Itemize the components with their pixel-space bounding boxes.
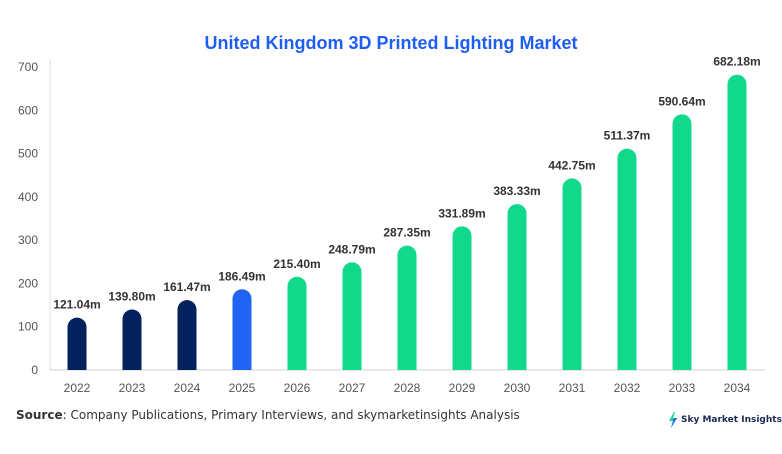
bar-2026 [287, 276, 307, 370]
bar-2033 [672, 114, 692, 371]
data-label-2033: 590.64m [658, 94, 705, 108]
bar-2024 [177, 300, 197, 370]
y-tick-label: 400 [18, 190, 38, 204]
x-tick-label: 2023 [119, 381, 146, 395]
bar-2028 [397, 245, 417, 370]
data-label-2025: 186.49m [218, 269, 265, 283]
x-tick-label: 2027 [339, 381, 366, 395]
data-label-2028: 287.35m [383, 226, 430, 240]
y-tick-label: 300 [18, 233, 38, 247]
bar-2031 [562, 178, 582, 370]
y-tick-label: 100 [18, 320, 38, 334]
logo-text: Sky Market Insights [681, 415, 782, 425]
x-tick-label: 2033 [669, 381, 696, 395]
data-label-2027: 248.79m [328, 242, 375, 256]
x-tick-label: 2025 [229, 381, 256, 395]
bar-2023 [122, 309, 142, 370]
x-tick-label: 2028 [394, 381, 421, 395]
source-note: Source: Company Publications, Primary In… [16, 408, 520, 422]
bar-2030 [507, 204, 527, 370]
x-tick-label: 2022 [64, 381, 91, 395]
y-tick-label: 0 [31, 363, 38, 377]
data-label-2022: 121.04m [53, 298, 100, 312]
bar-2034 [727, 74, 747, 370]
chart-title: United Kingdom 3D Printed Lighting Marke… [204, 33, 578, 53]
x-tick-label: 2026 [284, 381, 311, 395]
x-tick-label: 2031 [559, 381, 586, 395]
y-tick-label: 200 [18, 276, 38, 290]
data-label-2029: 331.89m [438, 206, 485, 220]
logo: Sky Market Insights [668, 412, 782, 428]
y-tick-label: 600 [18, 103, 38, 117]
data-label-2026: 215.40m [273, 257, 320, 271]
x-tick-label: 2030 [504, 381, 531, 395]
source-text: : Company Publications, Primary Intervie… [62, 408, 520, 422]
bar-2022 [67, 317, 87, 370]
data-label-2023: 139.80m [108, 289, 155, 303]
source-label: Source [16, 408, 63, 422]
y-tick-label: 500 [18, 147, 38, 161]
lightning-logo-icon [669, 412, 677, 428]
bar-2027 [342, 262, 362, 370]
data-label-2030: 383.33m [493, 184, 540, 198]
bar-2032 [617, 148, 637, 370]
x-tick-label: 2034 [724, 381, 751, 395]
x-tick-label: 2032 [614, 381, 641, 395]
data-label-2032: 511.37m [604, 129, 651, 143]
data-label-2024: 161.47m [163, 280, 210, 294]
x-tick-label: 2029 [449, 381, 476, 395]
bar-2029 [452, 226, 472, 370]
y-tick-label: 700 [18, 60, 38, 74]
data-label-2031: 442.75m [548, 158, 595, 172]
bar-2025 [232, 289, 252, 370]
data-label-2034: 682.18m [713, 55, 760, 69]
x-tick-label: 2024 [174, 381, 201, 395]
